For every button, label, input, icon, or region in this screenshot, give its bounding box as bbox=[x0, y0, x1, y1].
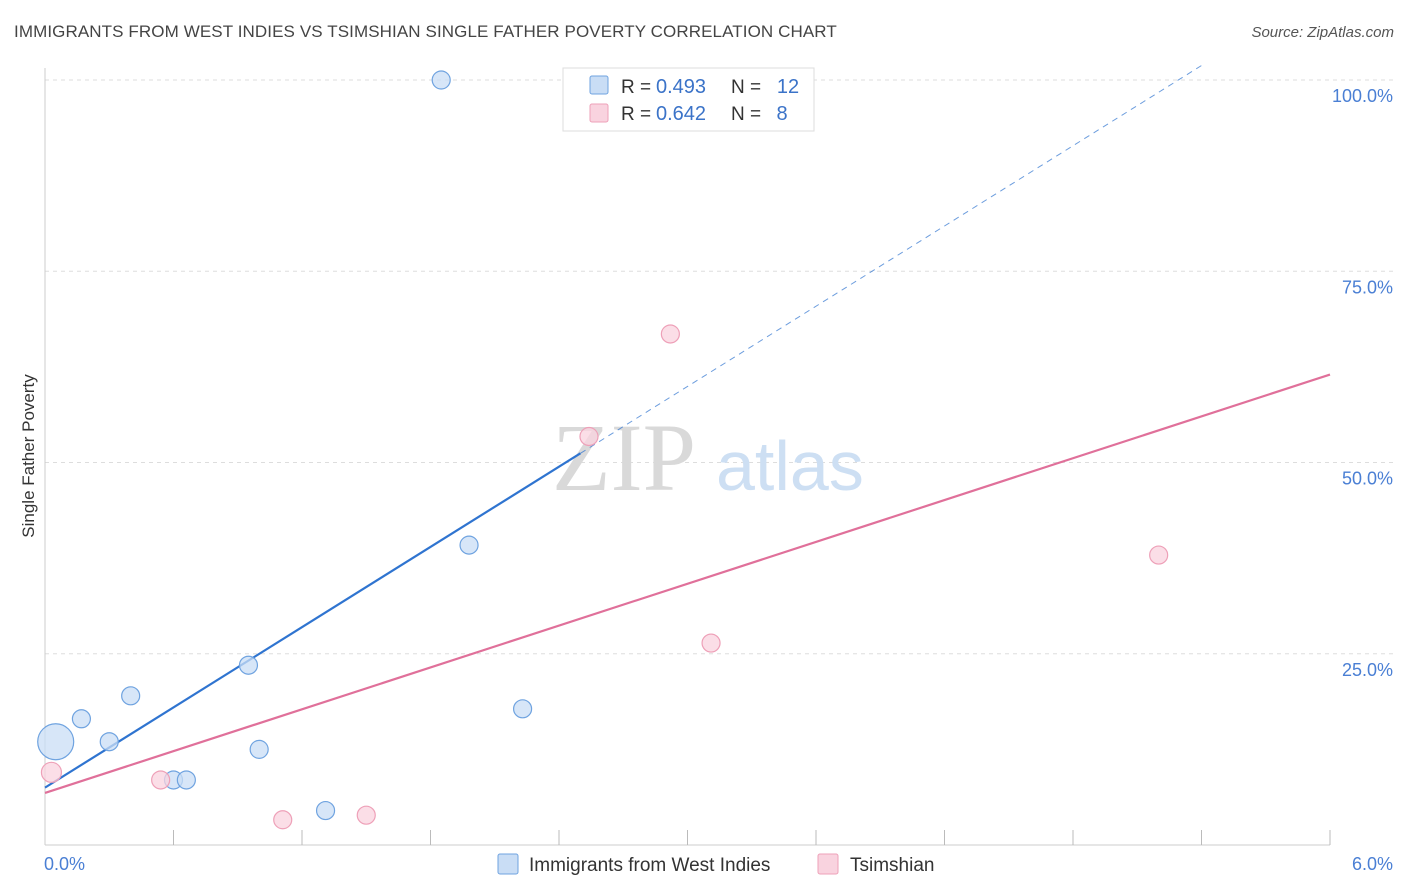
y-tick-labels: 25.0% 50.0% 75.0% 100.0% bbox=[1332, 86, 1393, 680]
data-points bbox=[37, 70, 1169, 830]
trend-line-series-0 bbox=[44, 452, 581, 789]
chart-title: IMMIGRANTS FROM WEST INDIES VS TSIMSHIAN… bbox=[14, 22, 837, 41]
data-point-series-0-10 bbox=[459, 535, 479, 555]
legend-n-value-1: 12 bbox=[777, 76, 799, 98]
legend-r-value-1: 0.493 bbox=[656, 76, 706, 98]
watermark-atlas: atlas bbox=[716, 427, 864, 505]
data-point-series-0-1 bbox=[71, 709, 92, 729]
data-point-series-0-2 bbox=[99, 732, 119, 752]
series-legend-label-tsimshian: Tsimshian bbox=[850, 855, 934, 876]
legend-n-label-2: N = bbox=[731, 104, 761, 125]
watermark-zip: ZIP bbox=[552, 404, 696, 511]
x-tick-label-min: 0.0% bbox=[44, 854, 85, 874]
watermark: ZIP atlas bbox=[552, 404, 864, 511]
data-point-series-1-3 bbox=[356, 805, 376, 825]
series-legend-swatch-west-indies bbox=[497, 853, 519, 875]
y-axis-title: Single Father Poverty bbox=[19, 374, 38, 538]
series-legend-swatch-tsimshian bbox=[817, 853, 839, 875]
data-point-series-0-3 bbox=[121, 686, 141, 706]
data-point-series-1-1 bbox=[151, 770, 171, 790]
legend-r-label-1: R = bbox=[621, 77, 651, 98]
data-point-series-1-2 bbox=[273, 810, 293, 830]
data-point-series-1-7 bbox=[1149, 545, 1169, 565]
legend-n-label-1: N = bbox=[731, 77, 761, 98]
y-tick-label-100: 100.0% bbox=[1332, 86, 1393, 106]
legend-r-value-2: 0.642 bbox=[656, 103, 706, 125]
series-legend-label-west-indies: Immigrants from West Indies bbox=[529, 855, 770, 876]
legend-swatch-west-indies bbox=[589, 75, 609, 95]
data-point-series-1-5 bbox=[660, 324, 680, 344]
source-credit: Source: ZipAtlas.com bbox=[1251, 24, 1394, 41]
x-ticks bbox=[173, 830, 1331, 845]
legend-r-label-2: R = bbox=[621, 104, 651, 125]
data-point-series-1-0 bbox=[40, 761, 63, 783]
trend-lines bbox=[44, 65, 1331, 795]
y-tick-label-50: 50.0% bbox=[1342, 469, 1393, 489]
data-point-series-0-7 bbox=[249, 739, 269, 759]
y-tick-label-75: 75.0% bbox=[1342, 277, 1393, 297]
trend-line-series-1 bbox=[44, 373, 1331, 795]
series-legend: Immigrants from West Indies Tsimshian bbox=[497, 853, 934, 876]
stats-legend: R = 0.493 N = 12 R = 0.642 N = 8 bbox=[562, 67, 815, 132]
trend-line-extension-series-0 bbox=[580, 65, 1202, 454]
data-point-series-1-6 bbox=[701, 633, 721, 653]
data-point-series-1-4 bbox=[579, 426, 599, 447]
y-tick-label-25: 25.0% bbox=[1342, 660, 1393, 680]
legend-n-value-2: 8 bbox=[776, 103, 787, 125]
data-point-series-0-5 bbox=[176, 770, 196, 790]
legend-swatch-tsimshian bbox=[589, 103, 609, 123]
gridlines bbox=[45, 79, 1393, 655]
x-tick-label-max: 6.0% bbox=[1352, 854, 1393, 874]
data-point-series-0-6 bbox=[238, 655, 259, 675]
data-point-series-0-11 bbox=[512, 699, 533, 719]
data-point-series-0-8 bbox=[315, 800, 336, 821]
data-point-series-0-9 bbox=[431, 70, 451, 90]
data-point-series-0-0 bbox=[37, 723, 75, 761]
